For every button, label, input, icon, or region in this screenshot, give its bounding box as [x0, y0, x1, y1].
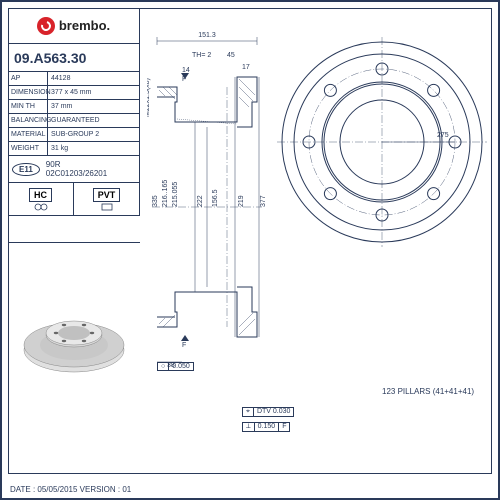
spec-value: 44128 — [48, 72, 139, 85]
front-view: 275 — [277, 37, 487, 247]
spec-label: MATERIAL — [8, 128, 48, 141]
spec-label: DIMENSION — [8, 86, 48, 99]
section-f-bottom: F — [182, 342, 186, 349]
cert-number: 02C01203/26201 — [46, 169, 107, 178]
spec-minth: MIN TH 37 mm — [8, 100, 139, 114]
spec-dimension: DIMENSION 377 x 45 mm — [8, 86, 139, 100]
badge-hc: HC — [8, 183, 74, 215]
spec-value: GUARANTEED — [48, 114, 139, 127]
dim-17: 17 — [242, 64, 250, 71]
gdt-circularity: ○0.050 — [157, 362, 194, 371]
dim-275: 275 — [437, 132, 449, 139]
dim-335: 335 — [152, 195, 159, 207]
dim-th: TH= 2 — [192, 52, 211, 59]
pvt-icon — [100, 203, 114, 211]
spec-balancing: BALANCING GUARANTEED — [8, 114, 139, 128]
dim-215: 215.055 — [172, 182, 179, 207]
spec-weight: WEIGHT 31 kg — [8, 142, 139, 156]
badge-pvt-label: PVT — [93, 188, 121, 202]
hc-icon — [34, 203, 48, 211]
badge-hc-label: HC — [29, 188, 52, 202]
dim-14: 14 — [182, 67, 190, 74]
spec-value: 377 x 45 mm — [48, 86, 139, 99]
dim-219: 219 — [238, 195, 245, 207]
gdt-circ-val: 0.050 — [169, 363, 193, 370]
gdt-flat-val: 0.150 — [255, 423, 280, 431]
section-view: 151.3 M22x1.5(x8) TH= 2 45 — [147, 27, 267, 357]
render-area — [8, 242, 140, 467]
dim-45: 45 — [227, 52, 235, 59]
spec-ap: AP 44128 — [8, 72, 139, 86]
spec-label: WEIGHT — [8, 142, 48, 155]
badge-pvt: PVT — [74, 183, 139, 215]
drawing-sheet: brembo. 09.A563.30 AP 44128 DIMENSION 37… — [0, 0, 500, 500]
dim-216: 216..165 — [162, 180, 169, 207]
brand-name: brembo. — [59, 18, 110, 33]
certification-row: E11 90R 02C01203/26201 — [8, 156, 139, 183]
cert-text: 90R 02C01203/26201 — [46, 160, 107, 178]
rotor-render-icon — [14, 295, 134, 415]
dim-bolt: M22x1.5(x8) — [147, 78, 151, 117]
badges-row: HC PVT — [8, 183, 139, 216]
drawing-area: 151.3 M22x1.5(x8) TH= 2 45 — [147, 12, 492, 467]
spec-material: MATERIAL SUB-GROUP 2 — [8, 128, 139, 142]
gdt-dtv-val: DTV 0.030 — [254, 408, 293, 416]
gdt-dtv: ⌖DTV 0.030 — [242, 407, 294, 417]
part-number: 09.A563.30 — [8, 44, 139, 72]
gdt-flatness: ⟂0.150F — [242, 422, 290, 432]
dim-151-3: 151.3 — [198, 32, 216, 39]
spec-value: SUB-GROUP 2 — [48, 128, 139, 141]
logo-row: brembo. — [8, 8, 139, 44]
e-mark: E11 — [12, 163, 40, 176]
gdt-ref: F — [279, 423, 289, 431]
pillars-note: 123 PILLARS (41+41+41) — [382, 387, 474, 396]
footer-text: DATE : 05/05/2015 VERSION : 01 — [10, 485, 131, 494]
spec-label: BALANCING — [8, 114, 48, 127]
brembo-logo-icon — [37, 17, 55, 35]
spec-value: 37 mm — [48, 100, 139, 113]
dim-377: 377 — [260, 195, 267, 207]
spec-label: AP — [8, 72, 48, 85]
dim-222: 222 — [197, 195, 204, 207]
dim-156: 156.5 — [212, 189, 219, 207]
spec-label: MIN TH — [8, 100, 48, 113]
title-block: brembo. 09.A563.30 AP 44128 DIMENSION 37… — [8, 8, 140, 216]
cert-reg: 90R — [46, 160, 107, 169]
spec-value: 31 kg — [48, 142, 139, 155]
